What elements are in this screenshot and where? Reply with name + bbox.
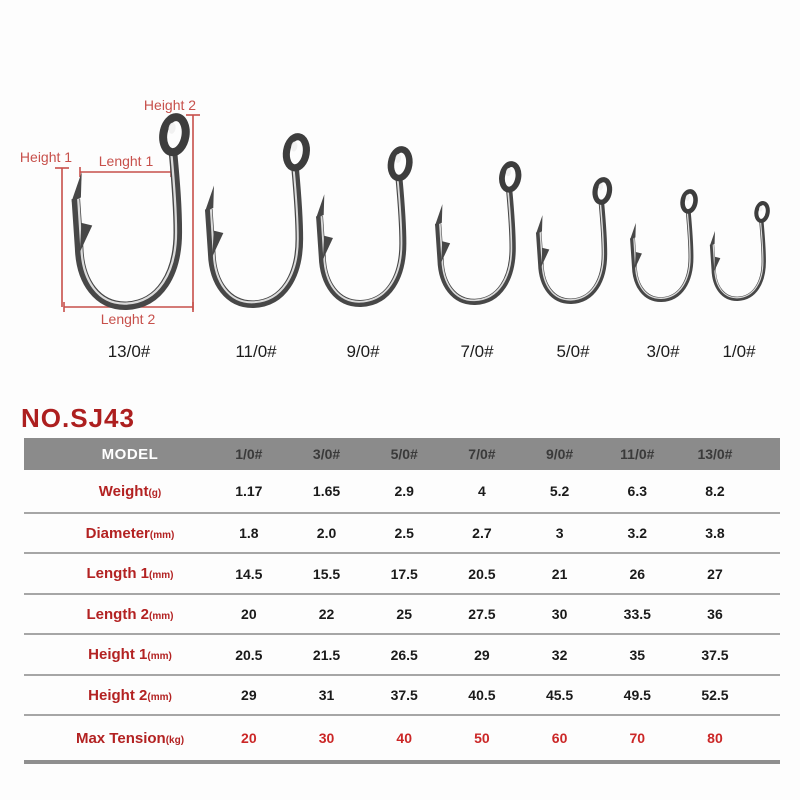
value-cell: 6.3	[627, 483, 648, 499]
value-cell: 35	[629, 646, 646, 663]
row-label: Height 2(mm)	[88, 686, 172, 704]
value-cell: 14.5	[235, 565, 263, 582]
value-cell: 27.5	[468, 606, 496, 622]
table-header-row: MODEL 1/0# 3/0# 5/0# 7/0# 9/0# 11/0# 13/0#	[24, 438, 780, 470]
value-cell: 60	[551, 730, 568, 746]
row-label: Height 1(mm)	[88, 646, 172, 663]
value-cell: 20.5	[235, 646, 263, 663]
hook-size-label: 7/0#	[460, 342, 494, 361]
hook-illustration	[316, 148, 411, 303]
value-cell: 20.5	[468, 565, 496, 582]
value-cell: 45.5	[545, 687, 574, 703]
table-header-column: 5/0#	[390, 446, 418, 462]
hook-illustration	[435, 163, 520, 302]
hook-illustration	[710, 202, 769, 299]
value-cell: 2.0	[316, 525, 337, 541]
table-header-model: MODEL	[101, 445, 159, 463]
table-row: Weight(g) 1.17 1.65 2.9 4 5.2 6.3 8.2	[24, 470, 780, 514]
table-row: Height 1(mm) 20.5 21.5 26.5 29 32 35 37.5	[24, 635, 780, 676]
table-row: Length 1(mm) 14.5 15.5 17.5 20.5 21 26 27	[24, 554, 780, 595]
value-cell: 15.5	[312, 565, 341, 582]
value-cell: 80	[707, 730, 723, 746]
value-cell: 36	[707, 606, 723, 622]
table-row: Max Tension(kg) 20 30 40 50 60 70 80	[24, 716, 780, 764]
page-title: NO.SJ43	[21, 403, 135, 433]
hook-size-label: 5/0#	[556, 342, 590, 361]
value-cell: 30	[318, 730, 335, 746]
value-cell: 27	[707, 565, 723, 582]
value-cell: 21.5	[312, 646, 341, 663]
table-row: Diameter(mm) 1.8 2.0 2.5 2.7 3 3.2 3.8	[24, 514, 780, 554]
value-cell: 40.5	[468, 687, 496, 703]
value-cell: 50	[474, 730, 490, 746]
table-header-column: 3/0#	[312, 446, 341, 462]
value-cell: 30	[551, 606, 568, 622]
value-cell: 8.2	[705, 483, 725, 499]
dimension-label-length-2: Lenght 2	[101, 311, 156, 327]
table-row: Height 2(mm) 29 31 37.5 40.5 45.5 49.5 52.5	[24, 676, 780, 716]
row-label: Length 1(mm)	[86, 565, 174, 582]
value-cell: 20	[241, 606, 257, 622]
hook-size-label: 9/0#	[346, 342, 380, 361]
dimension-label-height-1: Height 1	[20, 149, 72, 165]
hook-illustration	[72, 115, 189, 305]
value-cell: 2.9	[394, 483, 414, 499]
value-cell: 17.5	[390, 565, 418, 582]
value-cell: 2.7	[472, 525, 492, 541]
table-header-column: 7/0#	[468, 446, 496, 462]
value-cell: 37.5	[701, 646, 729, 663]
dimension-label-height-2: Height 2	[144, 97, 196, 113]
hook-size-label: 11/0#	[235, 342, 277, 361]
value-cell: 29	[241, 687, 257, 703]
value-cell: 33.5	[623, 606, 651, 622]
hook-size-diagram: Height 2 Height 1 Lenght 1 Lenght 2 13/0…	[20, 97, 800, 361]
value-cell: 3.8	[705, 525, 725, 541]
value-cell: 49.5	[623, 687, 651, 703]
value-cell: 22	[318, 606, 335, 622]
row-label: Diameter(mm)	[85, 524, 175, 542]
value-cell: 1.8	[239, 525, 259, 541]
value-cell: 52.5	[701, 687, 729, 703]
hook-size-label: 13/0#	[108, 342, 151, 361]
hook-illustration	[205, 135, 309, 304]
hook-size-label: 3/0#	[646, 342, 680, 361]
value-cell: 21	[551, 565, 568, 582]
row-label: Weight(g)	[98, 482, 162, 500]
table-header-column: 1/0#	[235, 446, 263, 462]
value-cell: 3.2	[627, 525, 648, 541]
value-cell: 37.5	[390, 687, 418, 703]
value-cell: 1.65	[312, 483, 341, 499]
value-cell: 4	[478, 483, 486, 499]
table-header-column: 11/0#	[620, 446, 655, 462]
hooks: 13/0# 11/0# 9/0# 7/0# 5/0# 3/0# 1/0#	[72, 115, 769, 361]
value-cell: 40	[396, 730, 412, 746]
table-row: Length 2(mm) 20 22 25 27.5 30 33.5 36	[24, 595, 780, 635]
value-cell: 25	[396, 606, 412, 622]
spec-table: MODEL 1/0# 3/0# 5/0# 7/0# 9/0# 11/0# 13/0# Wei…	[24, 438, 780, 764]
hook-illustration	[536, 179, 611, 302]
hook-illustration	[630, 190, 697, 299]
value-cell: 2.5	[394, 525, 414, 541]
value-cell: 32	[551, 646, 568, 663]
value-cell: 3	[555, 525, 564, 541]
table-header-column: 9/0#	[545, 446, 574, 462]
value-cell: 20	[241, 730, 257, 746]
value-cell: 26	[629, 565, 646, 582]
value-cell: 1.17	[235, 483, 263, 499]
dimension-label-length-1: Lenght 1	[99, 153, 154, 169]
table-header-column: 13/0#	[697, 446, 733, 462]
value-cell: 26.5	[390, 646, 418, 663]
row-label: Max Tension(kg)	[75, 729, 185, 747]
row-label: Length 2(mm)	[86, 605, 174, 623]
hook-size-label: 1/0#	[722, 342, 756, 361]
value-cell: 29	[474, 646, 490, 663]
value-cell: 70	[629, 730, 646, 746]
value-cell: 31	[318, 687, 335, 703]
value-cell: 5.2	[549, 483, 570, 499]
dimension-lines	[55, 114, 200, 312]
